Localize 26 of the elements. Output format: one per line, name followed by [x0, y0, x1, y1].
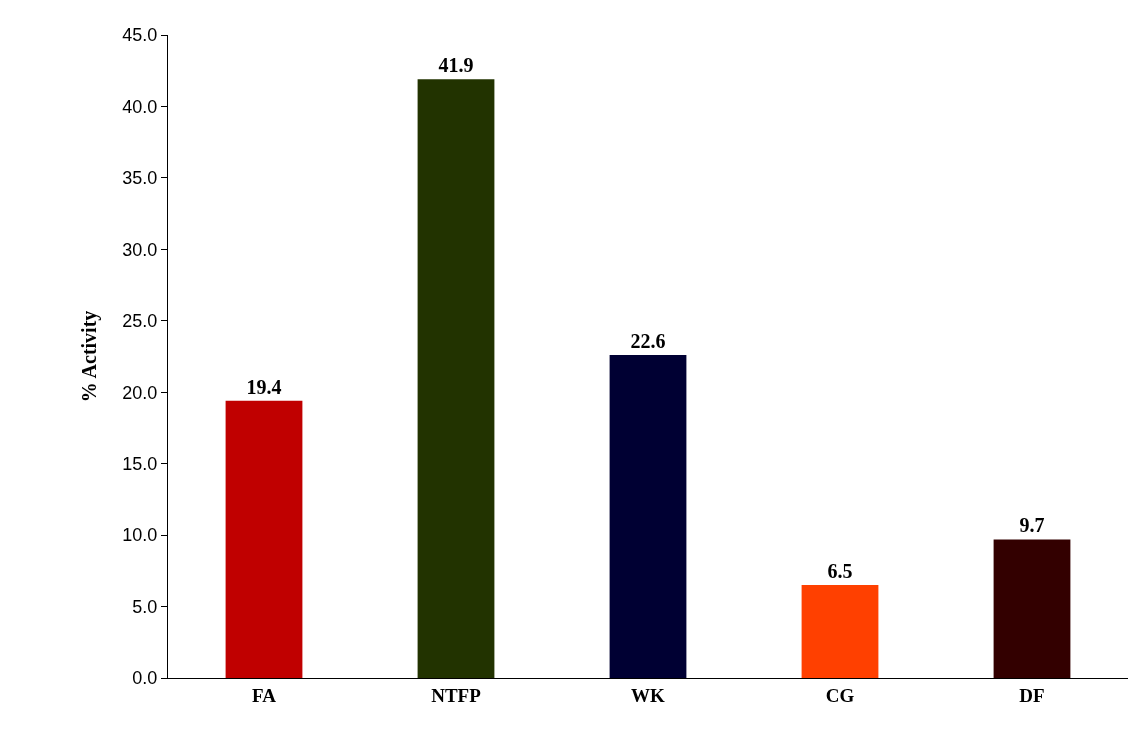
- y-tick-label: 30.0: [122, 239, 158, 260]
- x-tick-label: WK: [631, 684, 666, 706]
- y-tick-label: 15.0: [122, 453, 158, 474]
- y-tick-label: 45.0: [122, 25, 158, 46]
- y-tick-label: 5.0: [132, 596, 158, 617]
- y-tick-label: 0.0: [132, 668, 158, 689]
- bar: [609, 355, 687, 678]
- y-tick-label: 10.0: [122, 525, 158, 546]
- bar: [993, 539, 1071, 678]
- data-label: 6.5: [827, 560, 853, 583]
- data-label: 41.9: [438, 54, 474, 77]
- data-label: 19.4: [246, 375, 282, 398]
- y-tick-label: 25.0: [122, 311, 158, 332]
- y-tick-label: 40.0: [122, 96, 158, 117]
- data-label: 9.7: [1019, 514, 1045, 537]
- y-axis-title: % Activity: [77, 310, 101, 403]
- x-tick-label: DF: [1019, 684, 1045, 706]
- bar: [801, 585, 879, 678]
- y-tick-label: 20.0: [122, 382, 158, 403]
- bar: [225, 400, 303, 678]
- x-tick-label: FA: [252, 684, 277, 706]
- x-tick-label: NTFP: [431, 684, 482, 706]
- data-label: 22.6: [630, 330, 666, 353]
- x-tick-label: CG: [825, 684, 855, 706]
- y-tick-label: 35.0: [122, 168, 158, 189]
- bar: [417, 79, 495, 678]
